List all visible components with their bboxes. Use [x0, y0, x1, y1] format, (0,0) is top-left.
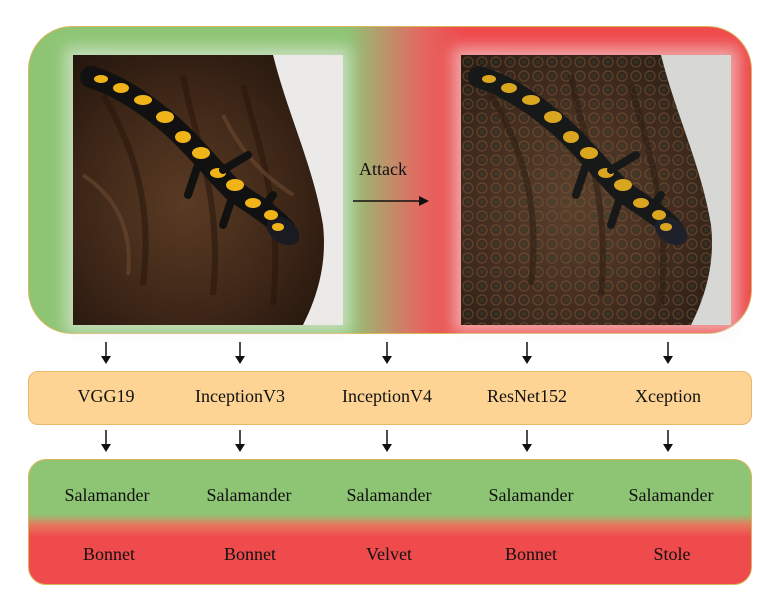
model-bar: VGG19 InceptionV3 InceptionV4 ResNet152 …: [28, 371, 752, 425]
down-arrow-icon: [522, 342, 532, 364]
down-arrow-icon: [382, 430, 392, 452]
model-label: Xception: [635, 386, 701, 406]
down-arrow-icon: [663, 430, 673, 452]
clean-prediction: Salamander: [628, 485, 714, 505]
down-arrow-icon: [382, 342, 392, 364]
down-arrow-icon: [101, 430, 111, 452]
model-label: VGG19: [77, 386, 135, 406]
model-label: InceptionV4: [342, 386, 432, 406]
attack-arrow-icon: [353, 196, 429, 206]
adversarial-prediction: Stole: [653, 544, 691, 564]
down-arrow-icon: [522, 430, 532, 452]
predictions-panel: Salamander Salamander Salamander Salaman…: [28, 459, 752, 585]
adversarial-salamander-image: [461, 55, 731, 325]
clean-salamander-image: [73, 55, 343, 325]
clean-prediction: Salamander: [488, 485, 574, 505]
down-arrow-icon: [101, 342, 111, 364]
down-arrow-icon: [663, 342, 673, 364]
down-arrow-icon: [235, 430, 245, 452]
image-panel: Attack: [28, 26, 752, 334]
attack-label: Attack: [359, 159, 407, 179]
adversarial-prediction: Velvet: [366, 544, 412, 564]
clean-prediction: Salamander: [346, 485, 432, 505]
clean-prediction: Salamander: [206, 485, 292, 505]
clean-prediction: Salamander: [64, 485, 150, 505]
adversarial-prediction: Bonnet: [224, 544, 276, 564]
adversarial-prediction: Bonnet: [83, 544, 135, 564]
down-arrow-icon: [235, 342, 245, 364]
model-label: InceptionV3: [195, 386, 285, 406]
adversarial-prediction: Bonnet: [505, 544, 557, 564]
model-label: ResNet152: [487, 386, 567, 406]
